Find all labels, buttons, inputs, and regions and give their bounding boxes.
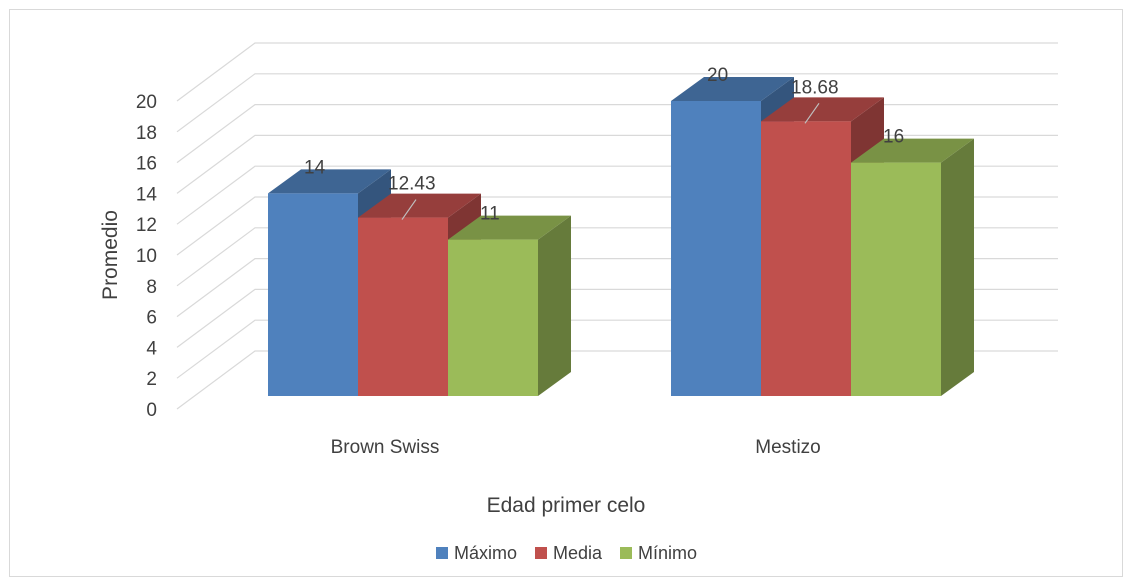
category-label: Brown Swiss [331,437,440,458]
data-label: 18.68 [791,77,839,98]
category-label: Mestizo [755,437,820,458]
bar-top-media [358,193,481,218]
bar-mínimo [851,162,941,396]
y-tick-label: 20 [136,92,157,113]
y-axis-title: Promedio [99,210,122,300]
data-label: 11 [480,204,500,225]
y-tick-label: 18 [136,123,157,144]
y-tick-label: 8 [146,277,157,298]
legend-swatch [620,547,633,559]
bar-máximo [671,101,761,396]
bar-top-máximo [671,77,794,101]
y-tick-label: 16 [136,154,157,175]
bar-top-mínimo [448,215,571,240]
legend-label: Máximo [453,542,517,563]
bar-media [358,217,448,396]
bar-máximo [268,193,358,396]
bar-top-media [761,97,884,122]
gridline [176,73,1058,133]
bar-top-máximo [268,169,391,194]
data-label: 12.43 [388,174,436,195]
y-tick-label: 14 [136,184,158,205]
y-tick-label: 4 [146,338,157,359]
x-axis-title: Edad primer celo [487,494,646,517]
legend-label: Mínimo [638,542,698,563]
gridline [176,42,1058,102]
legend: Máximo Media Mínimo [0,541,1133,565]
legend-item: Mínimo [620,543,697,564]
y-tick-label: 12 [136,215,157,236]
data-label: 14 [304,157,326,178]
bar-top-mínimo [851,138,974,163]
legend-item: Máximo [435,542,517,564]
y-tick-label: 2 [146,369,157,390]
y-tick-label: 0 [146,400,157,421]
bar-side-mínimo [941,138,974,396]
y-tick-label: 10 [136,246,157,267]
legend-swatch [435,547,448,559]
legend-swatch [534,547,547,559]
data-label-leader [804,102,820,124]
bar-side-mínimo [538,215,571,396]
legend-item: Media [534,542,603,564]
y-tick-label: 6 [146,308,157,329]
data-label-leader [401,199,417,220]
bar-mínimo [448,239,538,396]
legend-label: Media [552,542,603,563]
data-label: 20 [707,65,728,86]
bar-media [761,121,851,396]
data-label: 16 [883,127,904,148]
